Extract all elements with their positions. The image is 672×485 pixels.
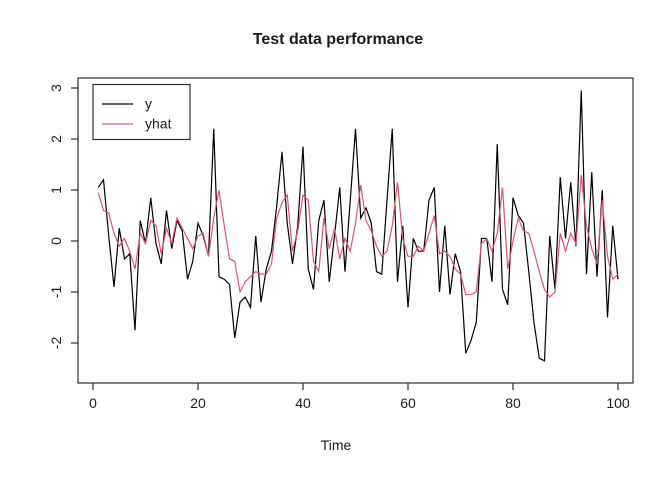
series-line-yhat (97, 174, 619, 299)
data-series (97, 90, 619, 362)
y-tick-label: 0 (48, 237, 64, 245)
x-tick-label: 60 (400, 395, 416, 411)
x-tick-label: 80 (505, 395, 521, 411)
x-axis-label: Time (321, 437, 352, 453)
chart-title: Test data performance (253, 31, 424, 48)
axes: 0 20 40 60 80 100 -2 -1 0 1 2 3 (48, 77, 634, 411)
x-tick-label: 0 (89, 395, 97, 411)
y-tick-label: -1 (48, 286, 64, 299)
legend-label: y (145, 96, 152, 112)
legend: y yhat (92, 83, 191, 141)
y-tick-label: 1 (48, 186, 64, 194)
legend-box (92, 83, 191, 141)
plot-box (77, 77, 634, 384)
x-tick-label: 100 (606, 395, 630, 411)
y-tick-label: 2 (48, 135, 64, 143)
y-tick-label: -2 (48, 337, 64, 350)
legend-label: yhat (145, 116, 172, 132)
series-line-y (97, 90, 619, 362)
y-tick-label: 3 (48, 84, 64, 92)
x-tick-label: 40 (295, 395, 311, 411)
x-tick-label: 20 (190, 395, 206, 411)
